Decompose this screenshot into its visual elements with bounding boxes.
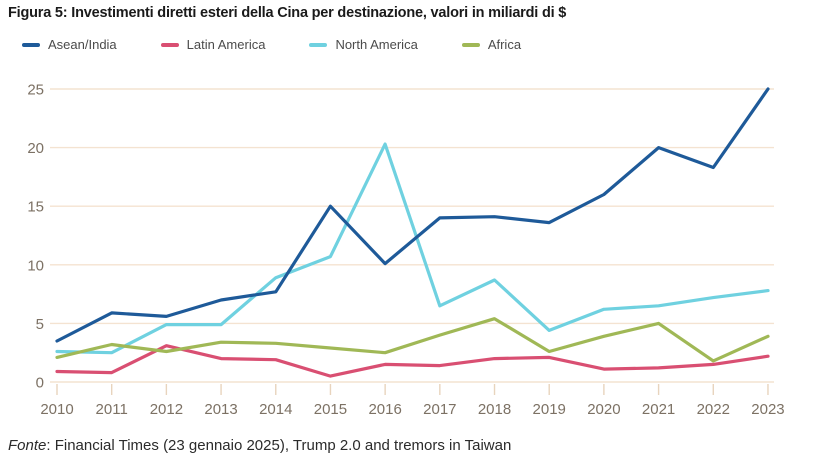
source-note: Fonte: Financial Times (23 gennaio 2025)… [8,437,511,454]
legend-swatch-latin-america [160,42,179,47]
y-axis-label-25: 25 [27,82,44,99]
x-axis-label-2016: 2016 [368,401,401,418]
x-axis-label-2019: 2019 [533,401,566,418]
x-axis-label-2011: 2011 [96,401,128,418]
legend-label-latin-america: Latin America [186,37,266,52]
x-axis-label-2015: 2015 [314,401,347,418]
y-axis-label-10: 10 [27,257,44,274]
source-label: Fonte [8,437,47,454]
legend-swatch-north-america [309,42,328,47]
x-axis-label-2021: 2021 [642,401,675,418]
x-axis-label-2017: 2017 [423,401,456,418]
x-axis-label-2023: 2023 [751,401,784,418]
x-axis-label-2010: 2010 [40,401,73,418]
y-axis-label-5: 5 [36,316,44,333]
x-axis-label-2012: 2012 [150,401,183,418]
legend-swatch-africa [461,42,480,47]
y-axis-label-15: 15 [27,199,44,216]
legend-label-north-america: North America [335,37,418,52]
x-axis-label-2022: 2022 [697,401,730,418]
y-axis-label-0: 0 [36,375,44,392]
legend-item-latin-america: Latin America [160,37,266,52]
series-line-asean-india [55,87,770,343]
series-line-africa [55,317,770,363]
legend-swatch-asean-india [22,42,40,47]
series-line-latin-america [55,344,770,378]
source-text: : Financial Times (23 gennaio 2025), Tru… [46,437,512,454]
chart-title: Figura 5: Investimenti diretti esteri de… [8,5,567,21]
x-axis-label-2020: 2020 [587,401,620,418]
legend-item-north-america: North America [309,37,418,52]
y-axis-label-20: 20 [27,140,44,157]
x-axis-label-2018: 2018 [478,401,511,418]
legend-label-asean-india: Asean/India [48,37,117,52]
x-axis-label-2014: 2014 [259,401,292,418]
legend-label-africa: Africa [487,37,522,52]
x-axis-label-2013: 2013 [204,401,237,418]
legend-item-africa: Africa [461,37,522,52]
line-chart: 0 5 10 15 20 25 2010 2011 2012 2013 2014 2015 2016 20… [27,82,784,419]
legend-item-asean-india: Asean/India [22,37,117,52]
chart-legend: Asean/India Latin America North America Afr… [22,37,521,52]
series-line-north-america [55,142,770,355]
